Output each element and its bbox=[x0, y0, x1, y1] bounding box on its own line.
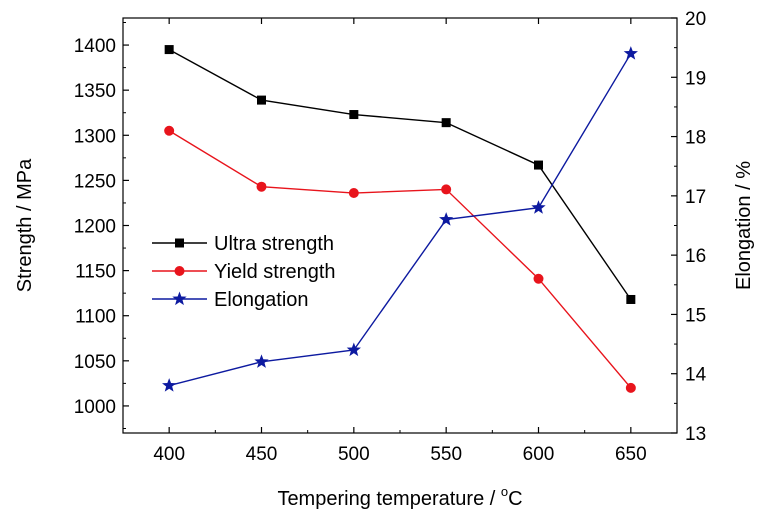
series-line-1 bbox=[168, 48, 632, 300]
legend-label-3: Elongation bbox=[214, 289, 309, 311]
legend-marker-1 bbox=[175, 238, 184, 248]
legend-marker-2 bbox=[174, 266, 185, 276]
y-left-tick-label: 1050 bbox=[74, 352, 116, 373]
x-axis-title-text: Tempering temperature / bbox=[277, 488, 500, 510]
y-left-tick-label: 1300 bbox=[74, 126, 116, 147]
y-right-tick-label: 15 bbox=[685, 305, 706, 326]
data-point-series-2 bbox=[164, 125, 175, 136]
data-point-series-3 bbox=[346, 342, 361, 357]
data-point-series-2 bbox=[533, 273, 544, 284]
x-tick-label: 400 bbox=[153, 444, 185, 465]
y-left-tick-label: 1350 bbox=[74, 81, 116, 102]
data-point-series-1 bbox=[349, 110, 359, 120]
y-left-tick-label: 1000 bbox=[74, 397, 116, 418]
x-axis-title: Tempering temperature / oC bbox=[277, 484, 522, 510]
y-right-tick-label: 18 bbox=[685, 128, 706, 149]
y-left-tick-label: 1400 bbox=[74, 36, 116, 57]
y-left-tick-label: 1250 bbox=[74, 171, 116, 192]
data-point-series-3 bbox=[254, 354, 269, 368]
data-point-series-3 bbox=[162, 378, 177, 392]
plot-frame bbox=[122, 17, 678, 434]
data-point-series-3 bbox=[439, 212, 454, 226]
data-point-series-2 bbox=[256, 181, 267, 192]
series-line-2 bbox=[168, 130, 632, 389]
data-point-series-3 bbox=[623, 46, 638, 60]
x-axis-title-unit: C bbox=[508, 488, 522, 510]
legend-label-1: Ultra strength bbox=[214, 233, 334, 255]
y-right-tick-label: 17 bbox=[685, 187, 706, 208]
data-point-series-1 bbox=[534, 160, 543, 170]
y-left-axis-title: Strength / MPa bbox=[14, 158, 36, 292]
data-point-series-1 bbox=[164, 45, 174, 55]
y-right-tick-label: 20 bbox=[685, 9, 706, 30]
x-tick-label: 650 bbox=[615, 444, 647, 465]
legend-label-2: Yield strength bbox=[214, 261, 336, 283]
y-right-tick-label: 13 bbox=[685, 424, 706, 445]
series-line-3 bbox=[168, 53, 632, 387]
data-point-series-1 bbox=[626, 294, 636, 304]
y-left-tick-label: 1100 bbox=[75, 307, 116, 328]
x-tick-label: 450 bbox=[246, 444, 278, 465]
y-right-tick-label: 16 bbox=[685, 246, 706, 267]
y-left-tick-label: 1150 bbox=[75, 262, 116, 283]
y-left-tick-label: 1200 bbox=[74, 217, 116, 238]
x-tick-label: 500 bbox=[338, 444, 370, 465]
y-right-tick-label: 14 bbox=[685, 365, 707, 386]
data-point-series-2 bbox=[625, 382, 636, 393]
data-point-series-1 bbox=[257, 95, 266, 105]
data-point-series-2 bbox=[441, 184, 452, 195]
x-tick-label: 550 bbox=[430, 444, 462, 465]
data-point-series-2 bbox=[348, 188, 359, 199]
legend-marker-3 bbox=[172, 291, 187, 306]
data-point-series-1 bbox=[441, 118, 451, 128]
x-axis-title-degree: o bbox=[501, 484, 508, 499]
y-right-axis-title: Elongation / % bbox=[733, 161, 755, 290]
y-right-tick-label: 19 bbox=[685, 68, 706, 89]
data-point-series-3 bbox=[531, 200, 546, 214]
x-tick-label: 600 bbox=[523, 444, 555, 465]
